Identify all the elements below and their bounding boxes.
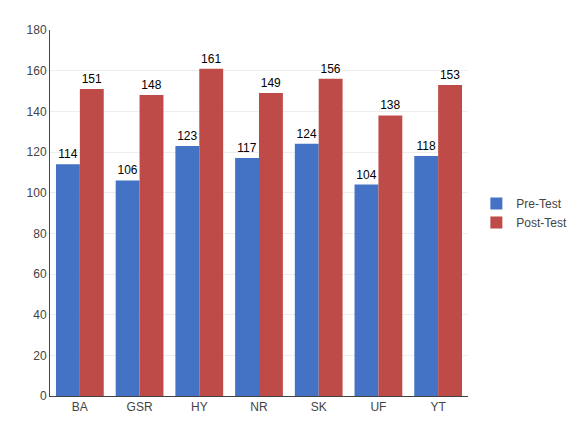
svg-text:153: 153 bbox=[440, 68, 460, 82]
svg-text:GSR: GSR bbox=[127, 400, 153, 414]
svg-text:60: 60 bbox=[33, 267, 47, 281]
svg-text:180: 180 bbox=[27, 23, 47, 37]
svg-text:100: 100 bbox=[27, 186, 47, 200]
svg-text:20: 20 bbox=[33, 349, 47, 363]
svg-text:156: 156 bbox=[320, 62, 340, 76]
svg-text:149: 149 bbox=[261, 76, 281, 90]
svg-text:0: 0 bbox=[40, 389, 47, 403]
svg-text:Post-Test: Post-Test bbox=[516, 216, 567, 230]
svg-text:124: 124 bbox=[297, 127, 317, 141]
svg-text:140: 140 bbox=[27, 105, 47, 119]
svg-text:80: 80 bbox=[33, 227, 47, 241]
svg-text:UF: UF bbox=[370, 400, 386, 414]
svg-text:117: 117 bbox=[237, 141, 256, 155]
svg-text:151: 151 bbox=[82, 72, 102, 86]
svg-text:104: 104 bbox=[356, 168, 376, 182]
svg-text:160: 160 bbox=[27, 64, 47, 78]
svg-text:118: 118 bbox=[416, 139, 435, 153]
svg-text:SK: SK bbox=[311, 400, 327, 414]
svg-text:138: 138 bbox=[380, 98, 400, 112]
svg-text:NR: NR bbox=[250, 400, 268, 414]
svg-text:HY: HY bbox=[191, 400, 208, 414]
svg-text:YT: YT bbox=[430, 400, 446, 414]
svg-text:148: 148 bbox=[141, 78, 161, 92]
svg-text:106: 106 bbox=[117, 163, 137, 177]
svg-text:Pre-Test: Pre-Test bbox=[516, 197, 561, 211]
svg-text:BA: BA bbox=[72, 400, 88, 414]
svg-text:123: 123 bbox=[177, 129, 197, 143]
svg-text:114: 114 bbox=[58, 147, 77, 161]
svg-text:120: 120 bbox=[27, 145, 47, 159]
svg-text:40: 40 bbox=[33, 308, 47, 322]
svg-text:161: 161 bbox=[201, 52, 221, 66]
